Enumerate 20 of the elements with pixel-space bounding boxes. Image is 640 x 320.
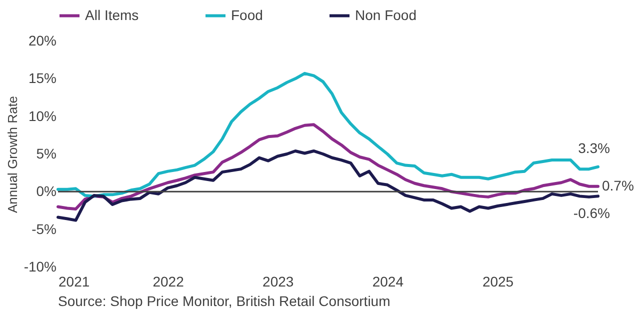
x-tick-label: 2023 xyxy=(262,274,294,290)
y-axis-title: Annual Growth Rate xyxy=(4,96,20,214)
x-tick-label: 2024 xyxy=(372,274,404,290)
y-tick-label: 20% xyxy=(28,32,56,48)
data-label: 0.7% xyxy=(602,177,634,194)
x-tick-label: 2022 xyxy=(152,274,184,290)
y-tick-label: 10% xyxy=(28,108,56,124)
x-tick-label: 2021 xyxy=(58,274,90,290)
y-tick-label: -5% xyxy=(32,220,56,237)
y-tick-label: -10% xyxy=(24,258,56,274)
legend-label: All Items xyxy=(85,6,139,23)
source-note: Source: Shop Price Monitor, British Retail Consortium xyxy=(58,293,390,309)
y-tick-label: 5% xyxy=(36,146,56,162)
y-tick-label: 15% xyxy=(28,70,56,86)
data-label: 3.3% xyxy=(578,140,610,156)
data-label: -0.6% xyxy=(573,205,610,222)
legend-label: Food xyxy=(231,6,263,23)
y-tick-label: 0% xyxy=(36,183,56,200)
x-tick-label: 2025 xyxy=(482,274,514,290)
legend-label: Non Food xyxy=(355,6,416,23)
